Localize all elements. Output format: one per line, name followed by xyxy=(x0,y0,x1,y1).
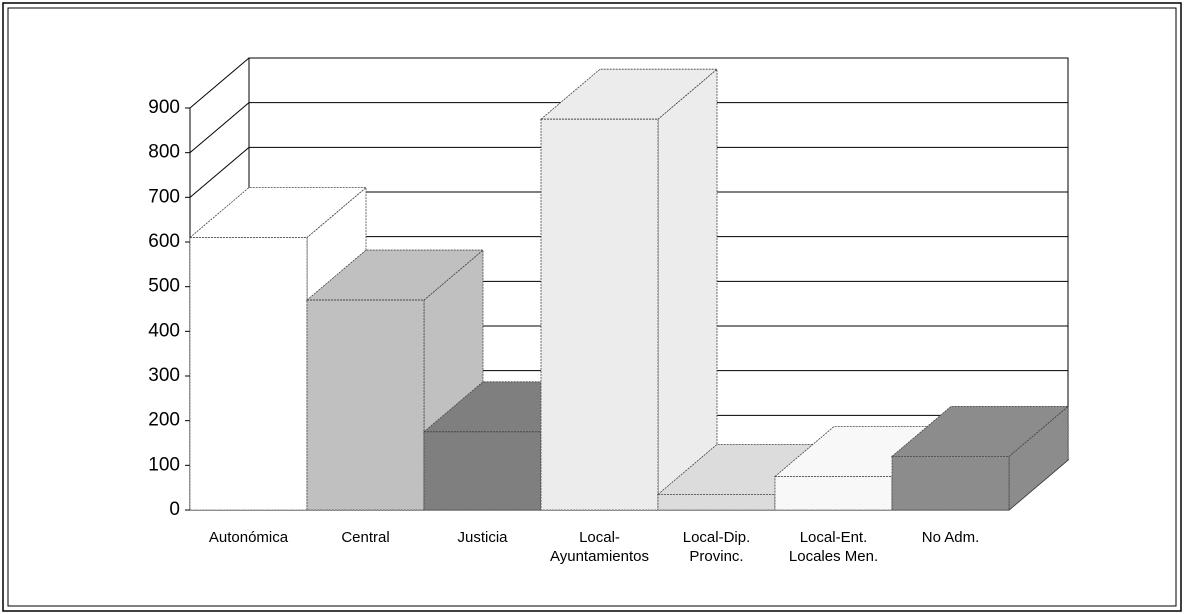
grid-line xyxy=(189,146,250,198)
bar-side xyxy=(657,68,718,511)
y-tick-label: 800 xyxy=(148,142,180,163)
bar xyxy=(540,118,659,511)
y-tick-label: 400 xyxy=(148,320,180,341)
y-tick-label: 900 xyxy=(148,97,180,118)
bar xyxy=(189,237,308,511)
x-tick-label: Local-Ent. Locales Men. xyxy=(788,529,879,565)
grid-line xyxy=(189,102,250,154)
x-tick-label: No Adm. xyxy=(921,529,980,546)
grid-line xyxy=(189,57,250,109)
y-tick-label: 100 xyxy=(148,454,180,475)
y-tick-label: 300 xyxy=(148,365,180,386)
inner-frame xyxy=(7,7,1177,607)
y-tick-label: 0 xyxy=(169,499,180,520)
bar xyxy=(774,476,893,511)
bar xyxy=(306,299,425,511)
x-tick-label: Autonómica xyxy=(208,529,289,546)
y-tick-label: 200 xyxy=(148,410,180,431)
bar xyxy=(891,455,1010,511)
x-tick-label: Local- Ayuntamientos xyxy=(550,529,649,565)
bar xyxy=(657,493,776,511)
x-tick-label: Justicia xyxy=(457,529,508,546)
bar xyxy=(423,431,542,511)
x-tick-label: Central xyxy=(341,529,390,546)
y-tick-label: 500 xyxy=(148,276,180,297)
x-tick-label: Local-Dip. Provinc. xyxy=(682,529,751,565)
y-tick-label: 600 xyxy=(148,231,180,252)
y-tick-label: 700 xyxy=(148,186,180,207)
